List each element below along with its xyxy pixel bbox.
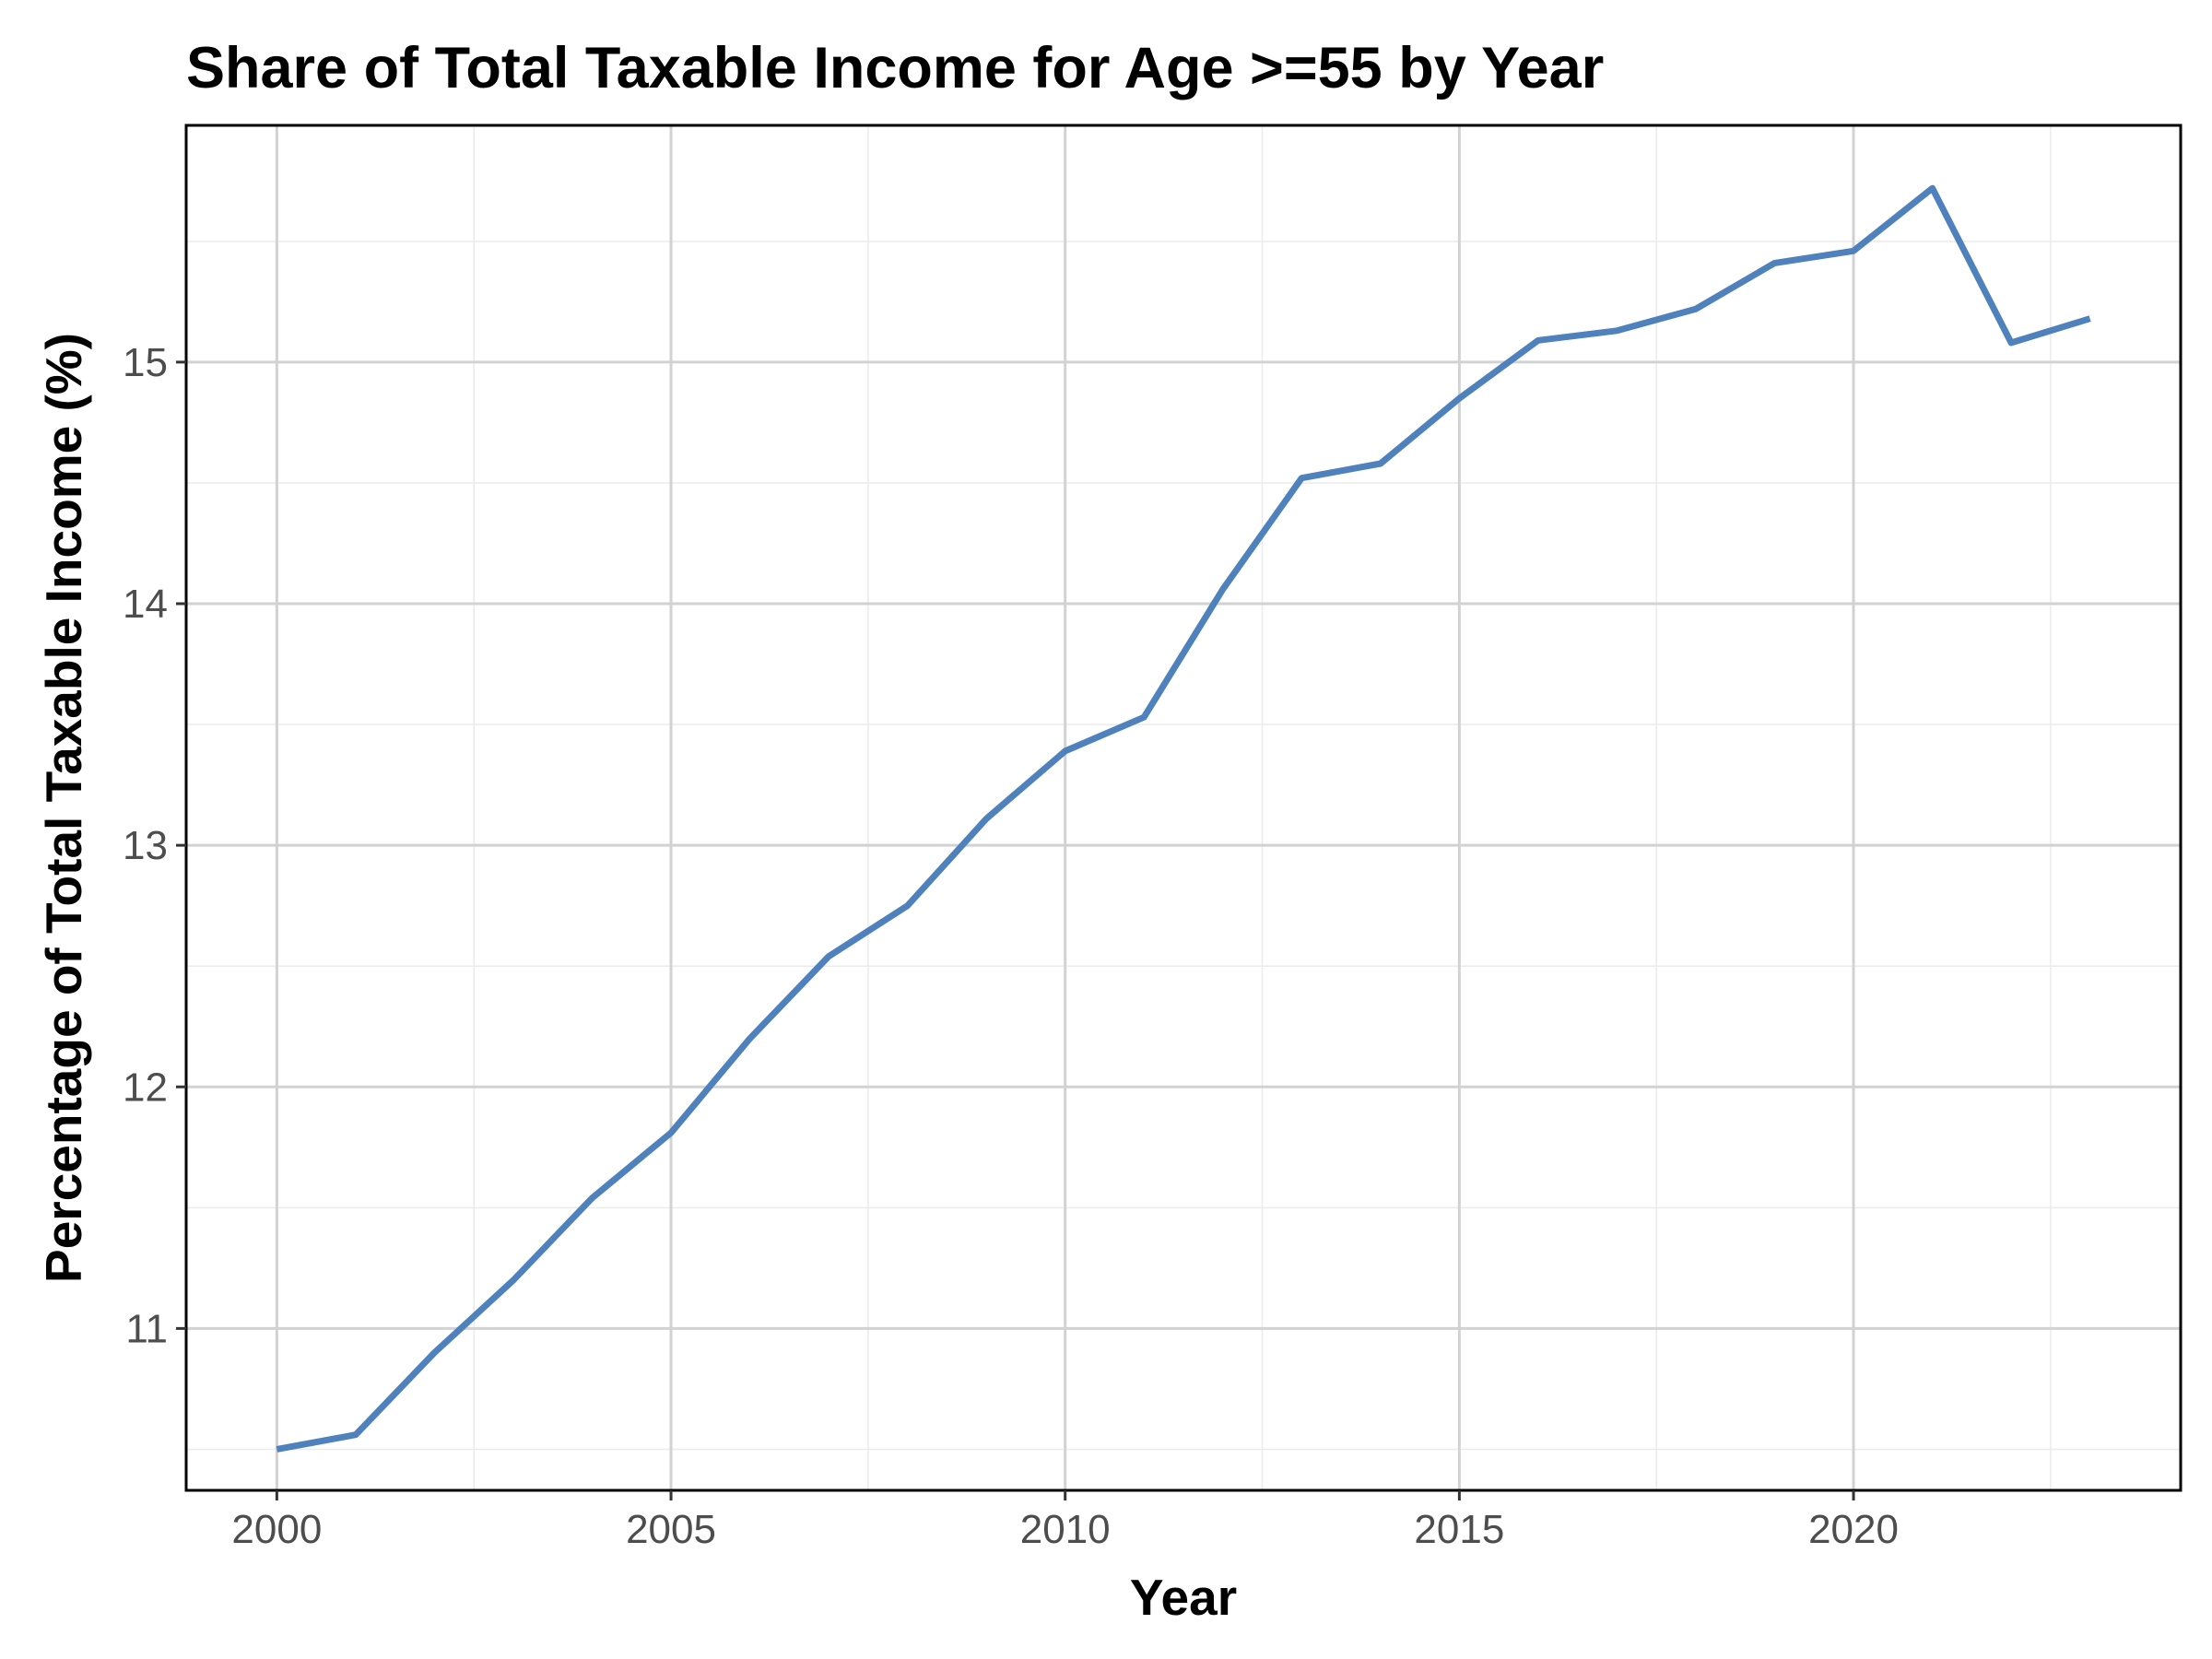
x-tick-label: 2005: [626, 1507, 716, 1552]
y-tick-label: 15: [123, 340, 168, 385]
y-tick-label: 12: [123, 1065, 168, 1110]
major-gridlines: [186, 125, 2181, 1490]
y-tick-label: 13: [123, 823, 168, 868]
x-tick-label: 2015: [1414, 1507, 1504, 1552]
y-tick-label: 14: [123, 582, 168, 627]
chart-title: Share of Total Taxable Income for Age >=…: [186, 36, 1604, 100]
y-axis-title: Percentage of Total Taxable Income (%): [35, 333, 92, 1283]
plot-panel-border: [184, 124, 2183, 1492]
x-tick-label: 2000: [231, 1507, 322, 1552]
x-tick-label: 2020: [1808, 1507, 1899, 1552]
y-tick-label: 11: [125, 1306, 168, 1351]
minor-gridlines: [186, 125, 2181, 1490]
x-tick-label: 2010: [1020, 1507, 1111, 1552]
axis-ticks: 2000 2005 2010 2015 2020 11 12 13 14 15: [123, 340, 1899, 1552]
x-axis-title: Year: [1130, 1569, 1237, 1626]
series-line: [276, 184, 2091, 1453]
series-layer: [276, 184, 2091, 1453]
